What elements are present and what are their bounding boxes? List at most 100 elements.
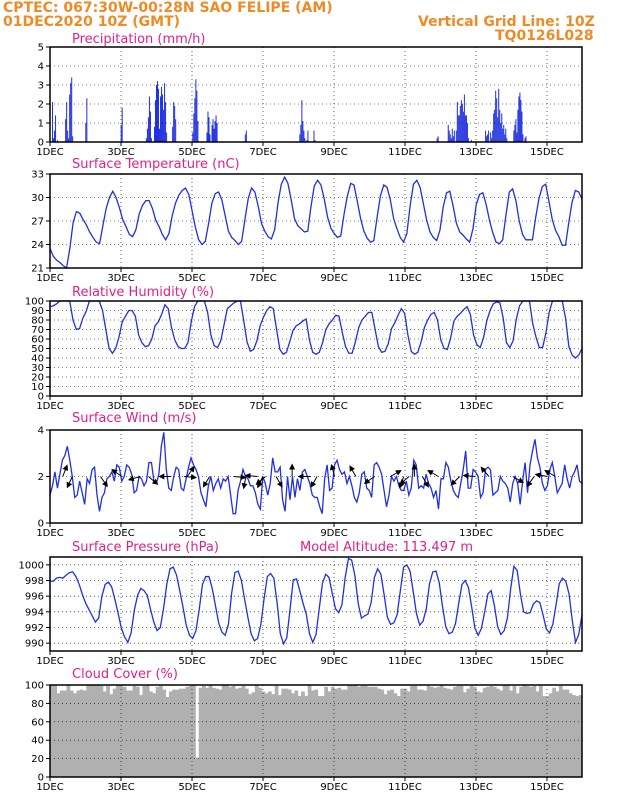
wind-arrow (148, 476, 159, 485)
precip-bar (158, 88, 160, 142)
cloud-bar (545, 696, 550, 777)
precip-bar (519, 92, 521, 142)
grid-line-note: Vertical Grid Line: 10Z (418, 14, 595, 30)
y-tick-label: 996 (25, 592, 44, 603)
cloud-bar (145, 685, 150, 777)
cloud-bar (416, 689, 421, 777)
cloud-bar (294, 690, 299, 777)
precip-bar (486, 136, 488, 142)
precip-bar (53, 138, 55, 142)
precip-bar (244, 134, 246, 142)
cloud-bar (377, 688, 381, 777)
cloud-bar (112, 688, 117, 777)
cloud-bar (393, 693, 398, 777)
cloud-bar (433, 687, 437, 777)
run-date: 01DEC2020 10Z (GMT) (3, 14, 181, 30)
cloud-bar (86, 685, 91, 777)
precip-bar (145, 138, 147, 142)
wind-arrow (310, 476, 318, 488)
wind-arrow (399, 476, 410, 485)
wind-arrow (450, 476, 460, 486)
cloud-bar (334, 688, 338, 777)
panel-4: 990 992 994 996 998 1000 1DEC 3DEC 5DEC 7DEC 9DEC 1… (19, 540, 583, 667)
cloud-bar (76, 690, 81, 777)
cloud-bar (357, 686, 361, 777)
y-tick-label: 20 (31, 754, 44, 765)
x-tick-label: 11DEC (388, 528, 422, 539)
precip-bar (505, 128, 507, 142)
x-tick-label: 3DEC (107, 656, 134, 667)
cloud-bar (258, 687, 262, 777)
cloud-bar (340, 689, 345, 777)
wind-arrow (255, 476, 266, 485)
cloud-bar (202, 685, 206, 777)
x-tick-label: 13DEC (459, 401, 493, 412)
precip-bar (447, 124, 449, 142)
wind-arrow (184, 474, 197, 481)
x-tick-label: 3DEC (107, 782, 134, 793)
wind-arrow (233, 474, 247, 481)
precip-bar (195, 79, 197, 142)
cloud-bar (215, 688, 219, 777)
cloud-bar (396, 696, 401, 777)
y-tick-label: 100 (25, 681, 44, 692)
precip-bar (501, 113, 503, 142)
cloud-bar (373, 686, 378, 777)
cloud-bar (472, 686, 477, 777)
precip-bar (521, 111, 523, 142)
precip-bar (448, 130, 450, 142)
x-tick-label: 3DEC (107, 528, 134, 539)
panel-title: Surface Temperature (nC) (72, 157, 240, 172)
model-altitude: Model Altitude: 113.497 m (300, 540, 473, 555)
y-tick-label: 3 (38, 81, 44, 92)
wind-arrow (363, 476, 375, 484)
precip-bar (467, 138, 469, 142)
cloud-bar (278, 695, 282, 777)
precip-bar (504, 134, 506, 142)
y-tick-label: 40 (31, 354, 44, 365)
x-tick-label: 1DEC (36, 147, 63, 158)
precip-bar (313, 130, 315, 142)
x-tick-label: 15DEC (530, 782, 564, 793)
plot-frame (49, 300, 583, 397)
x-tick-label: 11DEC (388, 782, 422, 793)
cloud-bar (522, 685, 527, 777)
wind-arrow (186, 465, 195, 477)
precip-bar (517, 109, 519, 142)
precip-bar (164, 83, 166, 142)
wind-arrow (534, 472, 548, 479)
wind-arrow (111, 469, 123, 477)
wind-arrow (244, 472, 258, 479)
cloud-bar (552, 687, 556, 777)
plot-frame (49, 684, 583, 778)
precip-bar (157, 81, 159, 142)
precip-bar (69, 94, 71, 142)
x-tick-label: 9DEC (320, 528, 347, 539)
precip-bar (160, 96, 162, 142)
panel-1: 21 24 27 30 33 1DEC 3DEC 5DEC 7DEC 9DEC 11DEC 13DEC… (31, 157, 583, 284)
cloud-bar (122, 686, 127, 777)
precip-bar (172, 126, 174, 142)
x-tick-label: 15DEC (530, 147, 564, 158)
cloud-bar (251, 692, 256, 777)
wind-arrow (62, 464, 69, 477)
cloud-bar (519, 686, 523, 777)
cloud-bar (572, 695, 576, 777)
precip-bar (450, 138, 452, 142)
precip-bar (464, 115, 466, 142)
precip-bar (54, 130, 56, 142)
x-tick-label: 13DEC (459, 147, 493, 158)
cloud-bar (238, 687, 243, 777)
precip-bar (197, 121, 199, 142)
cloud-bar (109, 694, 114, 777)
precip-bar (208, 117, 210, 142)
cloud-bar (228, 686, 233, 777)
cloud-bar (515, 693, 520, 777)
precip-bar (485, 130, 487, 142)
cloud-bar (188, 685, 193, 777)
precip-bar (245, 130, 247, 142)
precip-bar (211, 124, 213, 142)
cloud-bar (116, 685, 120, 777)
cloud-bar (182, 688, 186, 777)
precip-bar (175, 119, 177, 142)
